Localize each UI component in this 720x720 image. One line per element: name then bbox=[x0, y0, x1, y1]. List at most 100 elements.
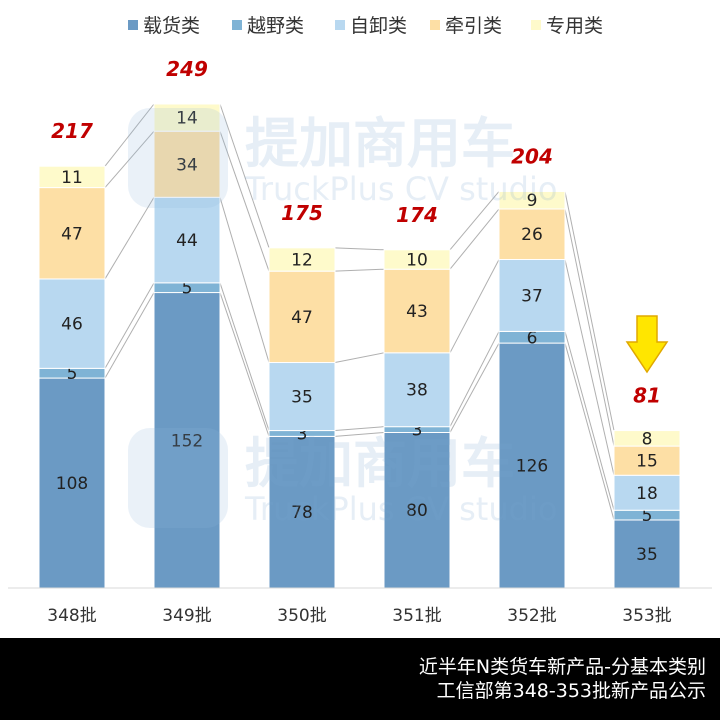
connector-line bbox=[334, 431, 385, 437]
data-label: 35 bbox=[291, 388, 313, 408]
connector-line bbox=[449, 342, 500, 433]
bar-segment bbox=[153, 103, 221, 132]
bar-segment bbox=[153, 196, 221, 284]
connector-line bbox=[219, 131, 270, 272]
watermark-sub: TruckPlus CV studio bbox=[244, 490, 557, 528]
legend-swatch bbox=[232, 20, 242, 30]
data-label: 18 bbox=[636, 484, 658, 504]
bar-stack: 35 518 15 8 bbox=[613, 429, 681, 589]
bar-segment bbox=[613, 430, 681, 447]
data-label: 47 bbox=[291, 308, 313, 328]
legend-swatch bbox=[128, 20, 138, 30]
bar-segment bbox=[613, 445, 681, 476]
watermark-brand: 提加商用车 bbox=[245, 112, 515, 175]
connector-line bbox=[334, 268, 385, 272]
x-tick-label: 351批 bbox=[392, 606, 441, 626]
connector-line bbox=[219, 103, 270, 249]
x-tick-label: 349批 bbox=[162, 606, 211, 626]
bar-segment bbox=[153, 292, 221, 589]
legend-label: 越野类 bbox=[247, 15, 304, 37]
connector-line bbox=[564, 259, 615, 476]
bar-segment bbox=[498, 190, 566, 210]
data-label: 3 bbox=[412, 421, 423, 441]
footer-caption: 近半年N类货车新产品-分基本类别 工信部第348-353批新产品公示 bbox=[0, 638, 720, 720]
plot-area: 1085464711348批1525443414349批783354712350… bbox=[8, 103, 712, 626]
legend-item: 自卸类 bbox=[335, 15, 407, 37]
data-label: 12 bbox=[291, 251, 313, 271]
watermark-logo-icon bbox=[128, 108, 228, 208]
bar-stack: 152 5 44 34 14 bbox=[153, 103, 221, 589]
connector-line bbox=[449, 331, 500, 427]
bar-segment bbox=[268, 362, 336, 432]
connector-line bbox=[104, 292, 155, 379]
connector-line bbox=[334, 426, 385, 432]
connector-line bbox=[449, 191, 500, 251]
watermark: 提加商用车 TruckPlus CV studio 提加商用车 TruckPlu… bbox=[128, 108, 557, 528]
data-label: 34 bbox=[176, 155, 198, 175]
total-label: 175 bbox=[281, 201, 323, 225]
data-label: 43 bbox=[406, 302, 428, 322]
data-label: 8 bbox=[642, 429, 653, 449]
data-label: 26 bbox=[521, 225, 543, 245]
data-label: 9 bbox=[527, 191, 538, 211]
legend-label: 专用类 bbox=[546, 15, 603, 37]
caption-line-1: 近半年N类货车新产品-分基本类别 bbox=[418, 656, 706, 678]
data-label: 35 bbox=[636, 545, 658, 565]
data-label: 108 bbox=[56, 474, 88, 494]
data-label: 15 bbox=[636, 452, 658, 472]
x-tick-label: 352批 bbox=[507, 606, 556, 626]
connector-line bbox=[219, 282, 270, 431]
bar-segment bbox=[268, 435, 336, 589]
legend-label: 牵引类 bbox=[445, 15, 502, 37]
watermark-brand: 提加商用车 bbox=[245, 432, 515, 495]
x-tick-label: 353批 bbox=[622, 606, 671, 626]
bar-stack: 80 3 38 43 10 bbox=[383, 249, 451, 589]
total-label: 174 bbox=[396, 203, 438, 227]
data-label: 152 bbox=[171, 431, 203, 451]
bar-segment bbox=[268, 270, 336, 364]
legend-label: 载货类 bbox=[143, 15, 200, 37]
connector-line bbox=[219, 197, 270, 363]
watermark-top: 提加商用车 TruckPlus CV studio bbox=[128, 108, 557, 208]
data-label: 46 bbox=[61, 315, 83, 335]
data-label: 6 bbox=[527, 328, 538, 348]
total-label: 81 bbox=[633, 384, 661, 408]
data-label: 38 bbox=[406, 381, 428, 401]
data-label: 5 bbox=[67, 364, 78, 384]
watermark-bottom: 提加商用车 TruckPlus CV studio bbox=[128, 428, 557, 528]
data-label: 5 bbox=[182, 279, 193, 299]
connector-line bbox=[564, 191, 615, 431]
connector-line bbox=[104, 282, 155, 369]
data-label: 14 bbox=[176, 109, 198, 129]
data-label: 44 bbox=[176, 231, 198, 251]
total-label: 249 bbox=[166, 57, 208, 81]
watermark-sub: TruckPlus CV studio bbox=[244, 170, 557, 208]
connector-lines bbox=[104, 103, 615, 521]
x-tick-label: 350批 bbox=[277, 606, 326, 626]
bar-segment bbox=[153, 130, 221, 198]
connector-line bbox=[564, 208, 615, 447]
data-label: 11 bbox=[61, 168, 83, 188]
data-label: 78 bbox=[291, 503, 313, 523]
connector-line bbox=[219, 292, 270, 437]
legend-swatch bbox=[430, 20, 440, 30]
connector-line bbox=[104, 197, 155, 280]
data-label: 47 bbox=[61, 224, 83, 244]
connector-line bbox=[104, 130, 155, 188]
connector-line bbox=[104, 103, 155, 167]
connector-line bbox=[334, 247, 385, 251]
legend-swatch bbox=[531, 20, 541, 30]
data-label: 37 bbox=[521, 286, 543, 306]
legend-label: 自卸类 bbox=[350, 15, 407, 37]
down-arrow-icon bbox=[625, 315, 669, 374]
watermark-logo-icon bbox=[128, 428, 228, 528]
connector-line bbox=[564, 331, 615, 511]
connector-line bbox=[564, 342, 615, 521]
bar-stack: 78 3 35 47 12 bbox=[268, 247, 336, 589]
bar-segment bbox=[383, 352, 451, 428]
data-label: 5 bbox=[642, 506, 653, 526]
bar-segment bbox=[38, 187, 106, 280]
data-label: 126 bbox=[516, 457, 548, 477]
caption-line-2: 工信部第348-353批新产品公示 bbox=[436, 680, 706, 702]
